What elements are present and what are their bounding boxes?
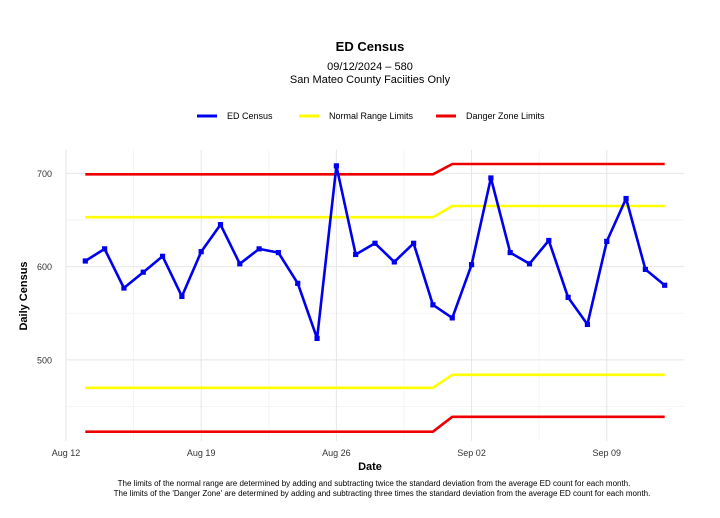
chart-subtitle-date: 09/12/2024 – 580 [327, 61, 413, 73]
y-tick-label: 700 [37, 169, 52, 179]
data-point [449, 315, 455, 321]
chart-subtitle-scope: San Mateo County Faciities Only [290, 74, 451, 86]
gridlines [65, 150, 684, 441]
caption-danger-zone: The limits of the 'Danger Zone' are dete… [114, 489, 651, 498]
legend-item: Danger Zone Limits [436, 111, 545, 121]
data-point [256, 246, 262, 252]
caption-normal-range: The limits of the normal range are deter… [118, 479, 631, 488]
data-point [507, 249, 513, 256]
series-line-normal-range-limits [85, 204, 665, 219]
series-line-danger-zone-limits [85, 415, 665, 434]
data-point [82, 258, 88, 264]
data-point [121, 285, 127, 291]
legend-item: Normal Range Limits [299, 111, 414, 121]
x-tick-label: Aug 26 [322, 448, 351, 458]
data-point [198, 249, 204, 255]
data-point [623, 195, 629, 202]
legend-item: ED Census [197, 111, 273, 121]
y-tick-label: 500 [37, 355, 52, 365]
y-axis-label: Daily Census [18, 261, 30, 330]
series-line-danger-zone-limits [85, 162, 665, 176]
data-point [295, 280, 301, 286]
data-point [526, 261, 533, 267]
data-point [604, 238, 610, 245]
data-point [372, 240, 378, 246]
data-point [102, 246, 108, 252]
data-point [565, 294, 571, 300]
chart-title: ED Census [336, 39, 405, 54]
data-point [217, 222, 224, 228]
data-point [546, 237, 552, 244]
x-tick-label: Aug 19 [187, 448, 216, 458]
data-point [411, 240, 417, 246]
data-point [488, 175, 494, 181]
x-tick-label: Sep 09 [592, 448, 621, 458]
legend-label: Normal Range Limits [329, 111, 414, 121]
x-tick-label: Aug 12 [52, 448, 81, 458]
data-point [275, 249, 282, 256]
data-point [642, 266, 648, 272]
data-point [159, 253, 166, 259]
data-point [353, 251, 359, 258]
series-line-ed-census [84, 164, 666, 340]
legend-label: Danger Zone Limits [466, 111, 545, 121]
legend: ED Census Normal Range Limits Danger Zone … [197, 111, 545, 121]
legend-label: ED Census [227, 111, 273, 121]
data-point [333, 163, 339, 169]
data-point [391, 259, 397, 265]
series-line-normal-range-limits [85, 373, 665, 390]
data-point [662, 282, 668, 288]
x-axis-label: Date [358, 461, 382, 473]
x-tick-label: Sep 02 [457, 448, 486, 458]
data-point [140, 269, 146, 275]
data-point [430, 302, 436, 308]
y-tick-label: 600 [37, 262, 52, 272]
data-point [584, 321, 591, 328]
data-point [237, 261, 243, 267]
data-point [179, 293, 185, 300]
data-point [468, 262, 475, 268]
data-point [314, 335, 320, 342]
